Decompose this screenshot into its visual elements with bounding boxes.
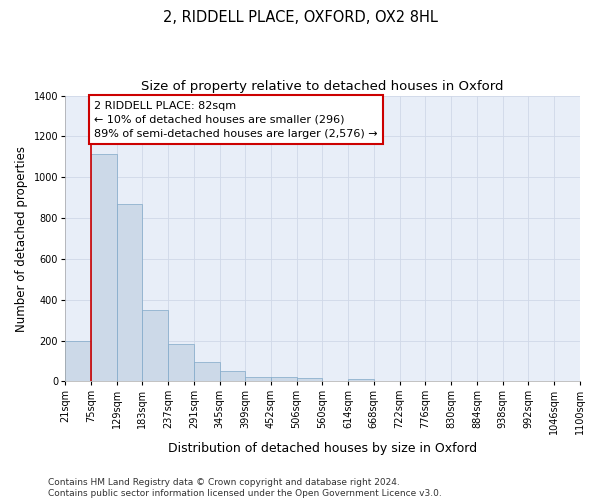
Title: Size of property relative to detached houses in Oxford: Size of property relative to detached ho… xyxy=(142,80,504,93)
Bar xyxy=(168,344,194,382)
Bar xyxy=(65,341,91,382)
Y-axis label: Number of detached properties: Number of detached properties xyxy=(15,146,28,332)
Bar xyxy=(142,310,168,382)
Bar xyxy=(271,377,296,382)
Bar xyxy=(348,378,374,382)
Text: Contains HM Land Registry data © Crown copyright and database right 2024.
Contai: Contains HM Land Registry data © Crown c… xyxy=(48,478,442,498)
X-axis label: Distribution of detached houses by size in Oxford: Distribution of detached houses by size … xyxy=(168,442,477,455)
Text: 2 RIDDELL PLACE: 82sqm
← 10% of detached houses are smaller (296)
89% of semi-de: 2 RIDDELL PLACE: 82sqm ← 10% of detached… xyxy=(94,100,378,138)
Text: 2, RIDDELL PLACE, OXFORD, OX2 8HL: 2, RIDDELL PLACE, OXFORD, OX2 8HL xyxy=(163,10,437,25)
Bar xyxy=(245,377,271,382)
Bar xyxy=(296,378,322,382)
Bar xyxy=(194,362,220,382)
Bar xyxy=(91,154,116,382)
Bar xyxy=(116,204,142,382)
Bar xyxy=(220,371,245,382)
